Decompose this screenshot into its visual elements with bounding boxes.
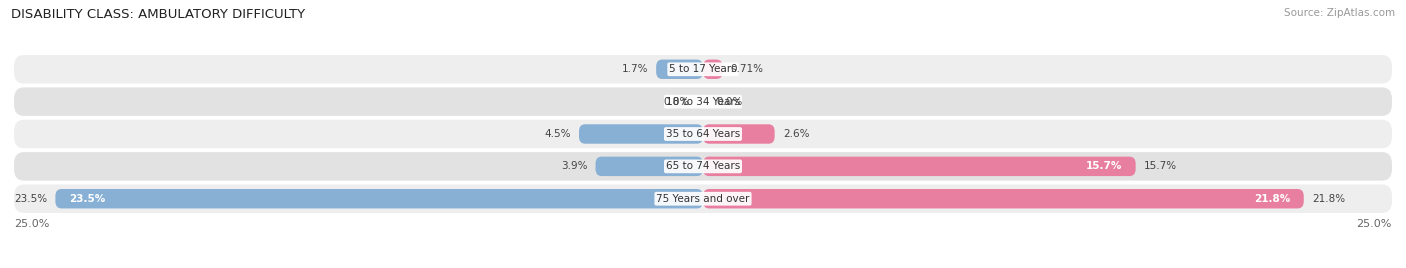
FancyBboxPatch shape [14, 184, 1392, 213]
Text: 0.71%: 0.71% [731, 64, 763, 74]
Text: 3.9%: 3.9% [561, 161, 588, 171]
Text: 15.7%: 15.7% [1144, 161, 1177, 171]
FancyBboxPatch shape [579, 124, 703, 144]
Text: 23.5%: 23.5% [69, 194, 105, 204]
Text: Source: ZipAtlas.com: Source: ZipAtlas.com [1284, 8, 1395, 18]
FancyBboxPatch shape [596, 157, 703, 176]
FancyBboxPatch shape [703, 157, 1136, 176]
Text: 0.0%: 0.0% [664, 97, 689, 107]
FancyBboxPatch shape [55, 189, 703, 209]
Text: DISABILITY CLASS: AMBULATORY DIFFICULTY: DISABILITY CLASS: AMBULATORY DIFFICULTY [11, 8, 305, 21]
Text: 25.0%: 25.0% [14, 219, 49, 229]
Text: 23.5%: 23.5% [14, 194, 48, 204]
FancyBboxPatch shape [14, 55, 1392, 84]
Text: 75 Years and over: 75 Years and over [657, 194, 749, 204]
FancyBboxPatch shape [657, 59, 703, 79]
FancyBboxPatch shape [14, 120, 1392, 148]
Text: 1.7%: 1.7% [621, 64, 648, 74]
Text: 2.6%: 2.6% [783, 129, 810, 139]
Text: 15.7%: 15.7% [1085, 161, 1122, 171]
Text: 21.8%: 21.8% [1254, 194, 1289, 204]
Text: 18 to 34 Years: 18 to 34 Years [666, 97, 740, 107]
Text: 4.5%: 4.5% [544, 129, 571, 139]
Text: 25.0%: 25.0% [1357, 219, 1392, 229]
Text: 0.0%: 0.0% [717, 97, 742, 107]
Text: 35 to 64 Years: 35 to 64 Years [666, 129, 740, 139]
Text: 65 to 74 Years: 65 to 74 Years [666, 161, 740, 171]
FancyBboxPatch shape [703, 59, 723, 79]
FancyBboxPatch shape [14, 152, 1392, 181]
FancyBboxPatch shape [703, 189, 1303, 209]
FancyBboxPatch shape [14, 87, 1392, 116]
Text: 5 to 17 Years: 5 to 17 Years [669, 64, 737, 74]
Text: 21.8%: 21.8% [1312, 194, 1346, 204]
FancyBboxPatch shape [703, 124, 775, 144]
